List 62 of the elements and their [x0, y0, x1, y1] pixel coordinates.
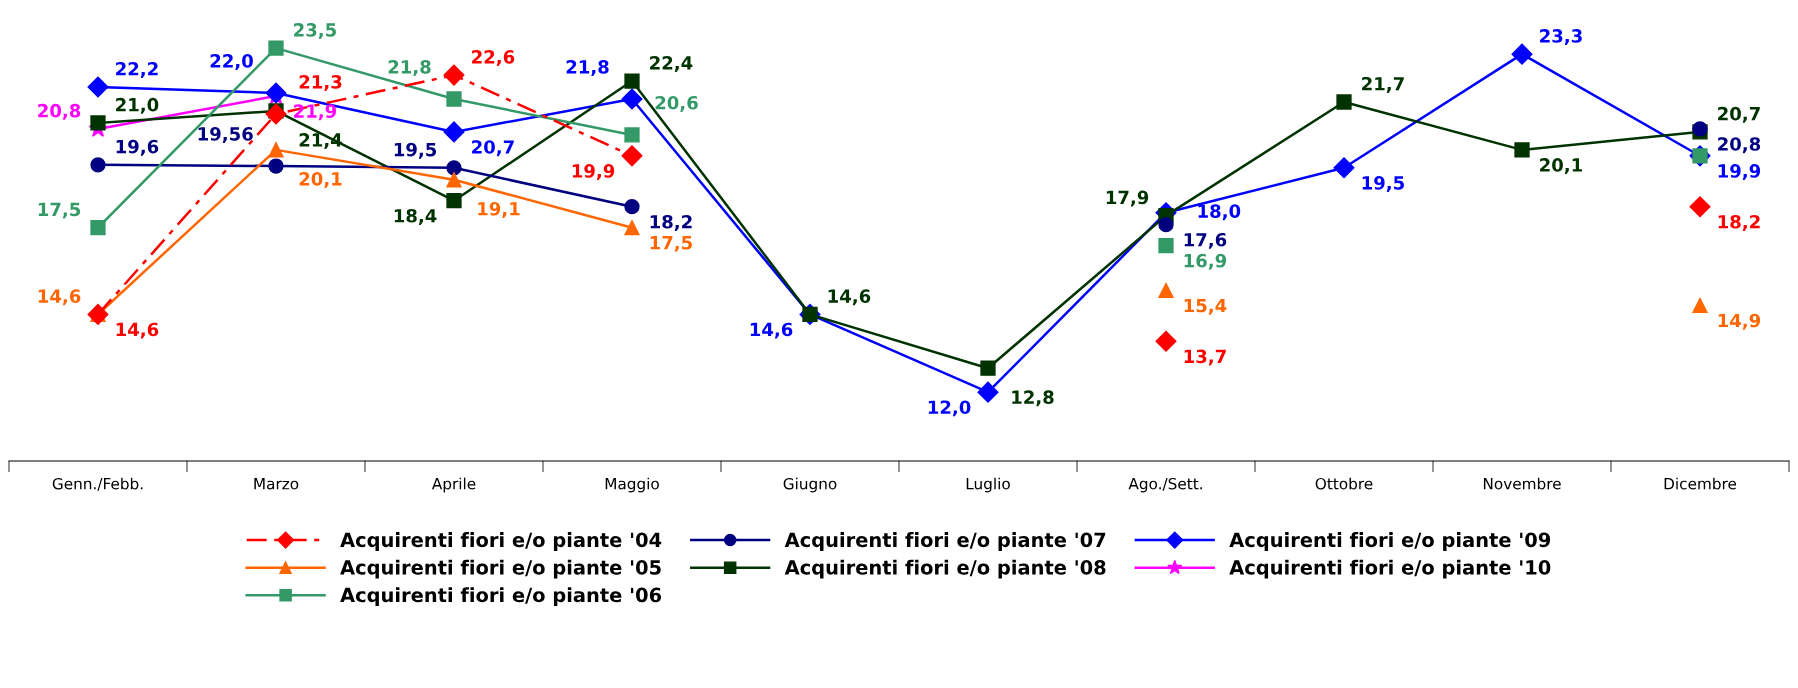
data-label: 19,5: [1362, 176, 1404, 193]
x-tick-label: Maggio: [605, 477, 659, 493]
x-tick-label: Aprile: [431, 477, 476, 493]
data-label: 21,8: [566, 60, 609, 76]
data-label: 21,8: [388, 60, 431, 76]
data-label: 17,9: [1106, 190, 1149, 207]
x-tick-label: Novembre: [1483, 477, 1561, 490]
data-label: 19,9: [572, 164, 615, 181]
data-label: 20,8: [1718, 137, 1761, 154]
data-label: 19,6: [116, 139, 159, 156]
data-label: 14,9: [1718, 313, 1761, 330]
data-label: 22,4: [650, 55, 693, 72]
data-label: 20,7: [472, 140, 514, 157]
data-label: 17,5: [38, 202, 81, 219]
x-tick-label: Giugno: [783, 477, 837, 493]
data-label: 19,9: [1718, 164, 1761, 181]
legend-label: Acquirenti fiori e/o piante '05: [340, 559, 661, 579]
data-label: 20,1: [299, 172, 342, 188]
x-tick-label: Luglio: [966, 477, 1010, 493]
data-label: 18,4: [394, 208, 437, 225]
data-label: 17,6: [1184, 232, 1227, 249]
x-tick-label: Genn./Febb.: [52, 477, 143, 491]
data-label: 15,4: [1184, 298, 1227, 315]
data-label: 22,0: [210, 54, 253, 71]
legend-label: Acquirenti fiori e/o piante '07: [784, 532, 1106, 551]
data-label: 16,9: [1184, 253, 1227, 270]
data-label: 12,0: [928, 400, 971, 417]
legend-label: Acquirenti fiori e/o piante '08: [784, 559, 1106, 579]
data-label: 22,6: [472, 50, 515, 66]
legend-label: Acquirenti fiori e/o piante '04: [340, 532, 662, 551]
data-label: 13,7: [1184, 349, 1226, 366]
data-label: 22,2: [116, 61, 158, 78]
data-label: 14,6: [828, 289, 871, 306]
x-tick-label: Marzo: [254, 478, 299, 490]
data-label: 12,8: [1012, 390, 1054, 407]
data-label: 20,1: [1540, 158, 1582, 175]
x-tick-label: Ago./Sett.: [1128, 477, 1202, 493]
data-label: 20,6: [655, 95, 698, 112]
data-label: 23,3: [1540, 29, 1582, 46]
x-tick-label: Ottobre: [1315, 477, 1373, 490]
data-label: 14,6: [750, 322, 793, 339]
data-label: 18,0: [1198, 204, 1241, 221]
legend-label: Acquirenti fiori e/o piante '09: [1229, 532, 1551, 551]
data-label: 18,2: [1718, 214, 1760, 231]
data-label: 21,9: [294, 104, 337, 121]
data-label: 20,7: [1718, 106, 1760, 123]
data-label: 20,8: [38, 103, 81, 120]
data-label: 23,5: [294, 23, 336, 40]
data-label: 14,6: [116, 322, 159, 339]
legend-label: Acquirenti fiori e/o piante '10: [1229, 559, 1551, 579]
data-label: 21,7: [1362, 76, 1404, 93]
data-label: 21,0: [116, 97, 159, 114]
data-label: 17,5: [650, 236, 692, 252]
data-label: 21,3: [299, 74, 342, 91]
x-tick-label: Dicembre: [1664, 477, 1737, 490]
legend-label: Acquirenti fiori e/o piante '06: [340, 587, 662, 607]
data-label: 19,5: [394, 142, 437, 159]
data-label: 14,6: [38, 289, 81, 306]
data-label: 19,56: [198, 127, 253, 144]
data-label: 19,1: [478, 201, 520, 218]
data-label: 18,2: [650, 214, 692, 231]
data-label: 21,4: [299, 133, 342, 150]
